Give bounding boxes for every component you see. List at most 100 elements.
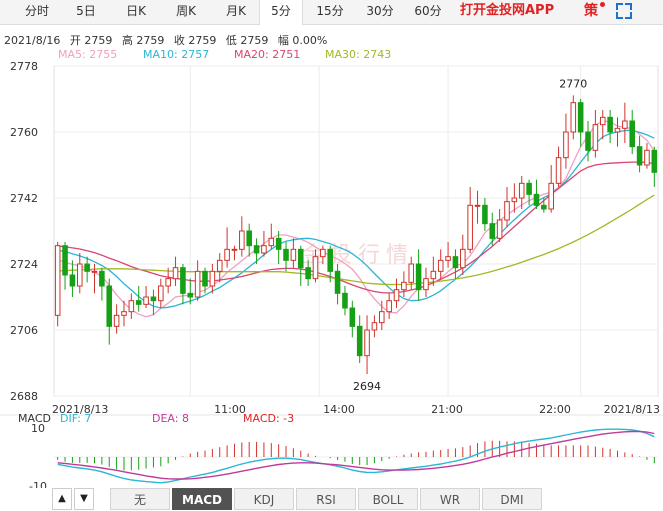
tab-daily-k[interactable]: 日K xyxy=(126,4,146,18)
candle xyxy=(629,110,636,154)
candle xyxy=(342,286,348,316)
scroll-down-button[interactable]: ▼ xyxy=(74,488,94,510)
fullscreen-icon[interactable] xyxy=(616,3,632,19)
candle-body xyxy=(239,230,245,250)
y-tick-label: 2688 xyxy=(10,390,38,403)
candle xyxy=(393,278,400,308)
candle-body xyxy=(261,245,267,254)
candle xyxy=(128,293,135,319)
tab-30-min[interactable]: 30分 xyxy=(366,4,394,18)
candle-body xyxy=(297,248,304,269)
candle xyxy=(577,99,584,147)
candle xyxy=(541,198,547,213)
candle-body xyxy=(423,278,429,291)
macd-value-legend: MACD: -3 xyxy=(243,412,294,425)
candle xyxy=(172,256,179,286)
price-chart[interactable]: 金投行情 2770 2694 2778 2760 2742 2724 2706 2688 20… xyxy=(0,0,663,488)
candle xyxy=(202,267,208,294)
price-annotation: 2770 xyxy=(559,77,587,90)
tab-weekly-k[interactable]: 周K xyxy=(176,4,196,18)
candle-body xyxy=(246,230,252,247)
open-app-link[interactable]: 打开金投网APP xyxy=(460,3,555,18)
candle-body xyxy=(224,248,230,261)
candle-body xyxy=(378,311,385,324)
candle xyxy=(364,315,370,374)
candle-body xyxy=(533,193,540,206)
candle xyxy=(474,190,481,224)
candle xyxy=(99,267,105,301)
candle xyxy=(194,260,201,301)
candle-body xyxy=(84,263,90,272)
candle xyxy=(592,110,599,158)
tab-monthly-k[interactable]: 月K xyxy=(226,4,246,18)
candle-body xyxy=(437,259,444,272)
candle-body xyxy=(194,270,201,298)
candle-body xyxy=(371,322,378,331)
candle-body xyxy=(165,278,171,287)
candle xyxy=(386,293,392,319)
tab-60-min[interactable]: 60分 xyxy=(414,4,442,18)
candle xyxy=(467,187,473,253)
candle xyxy=(334,264,341,305)
candle-body xyxy=(541,204,547,210)
candle xyxy=(504,187,510,228)
candle xyxy=(76,253,83,294)
candle xyxy=(327,245,334,283)
candle-body xyxy=(113,314,120,327)
macd-dea-legend: DEA: 8 xyxy=(152,412,189,425)
candle xyxy=(297,245,304,286)
candle xyxy=(563,113,569,169)
candle-body xyxy=(121,311,127,316)
candle-body xyxy=(629,120,636,148)
candle-body xyxy=(599,116,606,126)
y-tick-label: 2760 xyxy=(10,126,38,139)
indicator-wr[interactable]: WR xyxy=(420,488,480,510)
candle-body xyxy=(585,131,591,151)
change-label: 幅 xyxy=(277,34,289,47)
macd-title: MACD xyxy=(18,412,51,425)
candle xyxy=(91,264,98,294)
candle xyxy=(533,179,540,209)
candle-body xyxy=(467,204,473,250)
candle xyxy=(636,135,643,173)
candle-body xyxy=(202,270,208,287)
candle xyxy=(651,146,658,187)
indicator-boll[interactable]: BOLL xyxy=(358,488,418,510)
strategy-button[interactable]: 策 xyxy=(584,3,598,19)
candle-body xyxy=(482,204,488,225)
candle xyxy=(548,165,554,213)
candle xyxy=(570,95,577,140)
close-label: 收 xyxy=(173,34,185,47)
indicator-dmi[interactable]: DMI xyxy=(482,488,542,510)
indicator-none[interactable]: 无 xyxy=(110,488,170,510)
candle-body xyxy=(592,124,599,151)
candle xyxy=(69,260,76,297)
candle xyxy=(54,242,61,327)
tab-5-min[interactable]: 5分 xyxy=(259,0,303,25)
tab-5-day[interactable]: 5日 xyxy=(76,4,96,18)
indicator-macd[interactable]: MACD xyxy=(172,488,232,510)
candle-body xyxy=(518,182,525,199)
notification-dot xyxy=(600,2,605,7)
candle xyxy=(371,315,378,338)
y-tick-label: 2706 xyxy=(10,324,38,337)
tab-15-min[interactable]: 15分 xyxy=(316,4,344,18)
open-label: 开 xyxy=(69,34,81,47)
candle-body xyxy=(216,259,223,272)
y-tick-label: 2724 xyxy=(10,258,38,271)
quote-info: 2021/8/16 开 2759 高 2759 收 2759 低 2759 幅 … xyxy=(4,32,327,48)
indicator-rsi[interactable]: RSI xyxy=(296,488,356,510)
candle-body xyxy=(401,281,407,291)
indicator-kdj[interactable]: KDJ xyxy=(234,488,294,510)
candle-body xyxy=(62,245,68,276)
tab-timeshare[interactable]: 分时 xyxy=(24,4,49,18)
candle xyxy=(135,286,142,312)
candle-body xyxy=(334,270,341,294)
candle-body xyxy=(460,248,466,269)
ma-line-ma5 xyxy=(57,120,655,318)
ma-line-ma20 xyxy=(57,161,655,294)
change-value: 0.00% xyxy=(292,34,328,47)
candle-body xyxy=(408,263,415,283)
y-tick-label: 2742 xyxy=(10,192,38,205)
scroll-up-button[interactable]: ▲ xyxy=(52,488,72,510)
